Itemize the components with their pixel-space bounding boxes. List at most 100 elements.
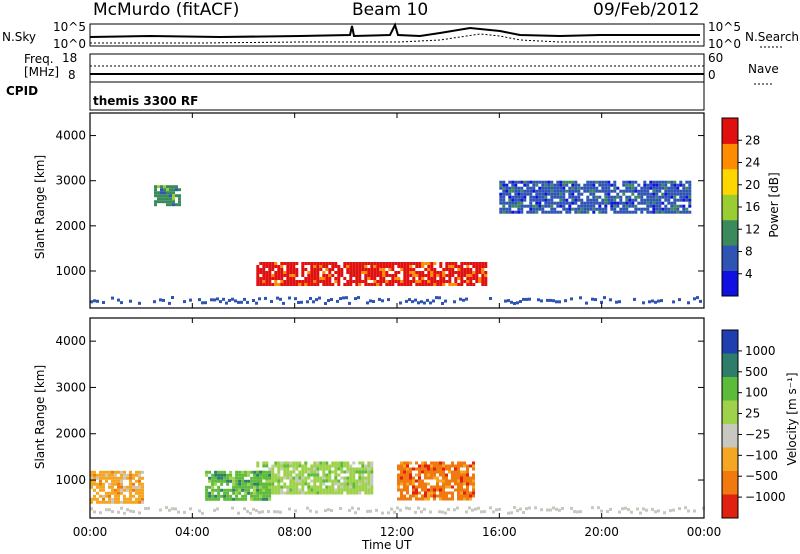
data-cell: [433, 497, 436, 501]
data-cell: [580, 201, 584, 205]
data-cell: [169, 203, 172, 207]
ground-scatter-cell: [129, 299, 132, 303]
ground-scatter-cell: [492, 510, 495, 514]
data-cell: [301, 464, 305, 468]
data-cell: [571, 195, 575, 199]
ground-scatter-cell: [369, 299, 372, 303]
data-cell: [274, 271, 278, 274]
data-cell: [568, 189, 572, 193]
data-cell: [340, 482, 344, 486]
ground-scatter-cell: [423, 507, 426, 511]
data-cell: [286, 262, 290, 265]
data-cell: [481, 268, 485, 271]
data-cell: [141, 476, 144, 480]
data-cell: [634, 198, 638, 202]
data-cell: [349, 271, 353, 274]
data-cell: [313, 470, 317, 474]
data-cell: [655, 186, 659, 190]
data-cell: [391, 265, 395, 268]
data-cell: [154, 191, 157, 195]
colorbar-swatch: [722, 270, 738, 297]
data-cell: [439, 494, 442, 498]
data-cell: [388, 265, 392, 268]
ground-scatter-cell: [219, 300, 222, 304]
y-tick-label: 3000: [55, 380, 86, 394]
data-cell: [283, 262, 287, 265]
data-cell: [433, 262, 437, 265]
data-cell: [313, 283, 317, 286]
data-cell: [340, 491, 344, 495]
data-cell: [613, 207, 617, 211]
data-cell: [610, 207, 614, 211]
data-cell: [310, 262, 314, 265]
data-cell: [292, 271, 296, 274]
data-cell: [655, 198, 659, 202]
data-cell: [256, 473, 260, 477]
data-cell: [373, 271, 377, 274]
data-cell: [271, 265, 275, 268]
data-cell: [105, 479, 108, 483]
data-cell: [421, 488, 424, 492]
ground-scatter-cell: [357, 296, 360, 300]
data-cell: [310, 277, 314, 280]
data-cell: [682, 195, 686, 199]
data-cell: [304, 277, 308, 280]
data-cell: [211, 476, 215, 480]
data-cell: [550, 207, 554, 211]
data-cell: [679, 210, 683, 214]
data-cell: [439, 265, 443, 268]
data-cell: [568, 201, 572, 205]
data-cell: [382, 262, 386, 265]
data-cell: [298, 280, 302, 283]
data-cell: [310, 488, 314, 492]
data-cell: [640, 201, 644, 205]
data-cell: [376, 268, 380, 271]
data-cell: [123, 500, 126, 504]
data-cell: [310, 271, 314, 274]
data-cell: [334, 464, 338, 468]
ground-scatter-cell: [171, 296, 174, 299]
data-cell: [301, 262, 305, 265]
data-cell: [478, 280, 482, 283]
ground-scatter-cell: [138, 301, 141, 305]
data-cell: [433, 283, 437, 286]
data-cell: [406, 470, 409, 474]
data-cell: [679, 183, 683, 187]
data-cell: [484, 283, 488, 286]
data-cell: [328, 479, 332, 483]
data-cell: [574, 195, 578, 199]
data-cell: [102, 500, 105, 504]
data-cell: [325, 485, 329, 489]
data-cell: [111, 479, 114, 483]
ground-scatter-cell: [432, 299, 435, 303]
data-cell: [502, 195, 506, 199]
data-cell: [607, 192, 611, 196]
data-cell: [589, 186, 593, 190]
data-cell: [538, 180, 542, 184]
data-cell: [451, 473, 454, 477]
data-cell: [457, 488, 460, 492]
ground-scatter-cell: [417, 301, 420, 305]
ground-scatter-cell: [534, 506, 537, 510]
data-cell: [655, 183, 659, 187]
data-cell: [439, 277, 443, 280]
data-cell: [406, 488, 409, 492]
ground-scatter-cell: [93, 510, 96, 514]
data-cell: [259, 283, 263, 286]
data-cell: [646, 207, 650, 211]
data-cell: [373, 262, 377, 265]
ground-scatter-cell: [516, 301, 519, 305]
data-cell: [466, 277, 470, 280]
data-cell: [322, 470, 326, 474]
data-cell: [280, 274, 284, 277]
data-cell: [163, 185, 166, 189]
data-cell: [382, 274, 386, 277]
data-cell: [625, 201, 629, 205]
ground-scatter-cell: [609, 507, 612, 511]
ground-scatter-cell: [414, 510, 417, 514]
nsky-label: N.Sky: [2, 30, 37, 44]
data-cell: [460, 482, 463, 486]
data-cell: [460, 476, 463, 480]
data-cell: [436, 488, 439, 492]
ground-scatter-cell: [528, 506, 531, 510]
